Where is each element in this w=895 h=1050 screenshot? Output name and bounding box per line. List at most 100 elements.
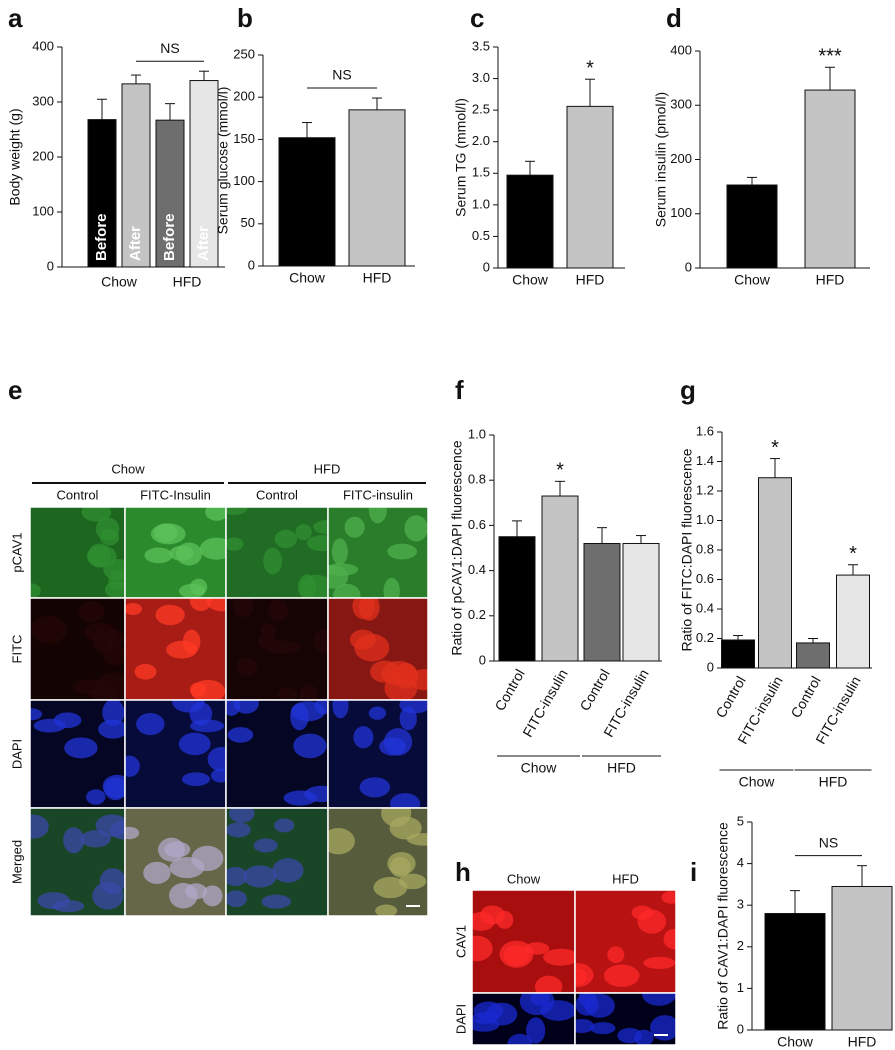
bar [583, 542, 621, 662]
cell [154, 523, 178, 543]
panel-letter: d [666, 3, 682, 33]
y-tick-label: 150 [233, 131, 255, 146]
bar [155, 119, 185, 268]
micrograph [124, 699, 227, 809]
micrograph [124, 807, 227, 917]
significance: *** [818, 46, 842, 68]
row-label: DAPI [453, 1004, 468, 1034]
cell [375, 904, 398, 916]
bar-label: After [195, 226, 212, 261]
micrograph [29, 506, 126, 599]
column-label: Control [256, 487, 298, 502]
bar [796, 642, 830, 669]
cell [575, 962, 594, 988]
cell [125, 755, 140, 777]
cell [78, 601, 105, 623]
micrograph [29, 807, 126, 917]
cell [226, 822, 251, 838]
y-tick-label: 0.2 [696, 630, 714, 645]
cell [182, 629, 201, 654]
x-tick-label: HFD [363, 270, 392, 286]
cell [190, 719, 225, 733]
micrograph-texture [30, 507, 125, 598]
cell [30, 814, 49, 839]
cell [90, 686, 117, 700]
micrograph-border [574, 992, 677, 1046]
panel-letter: e [8, 375, 22, 405]
cell [267, 599, 288, 622]
y-tick-label: 2.5 [472, 102, 490, 117]
y-tick-label: 0 [737, 1021, 744, 1036]
y-tick-label: 200 [32, 148, 54, 163]
y-tick-label: 100 [32, 203, 54, 218]
cell [178, 732, 211, 756]
cell [499, 940, 534, 968]
column-label: HFD [612, 871, 639, 886]
cell [575, 1019, 595, 1034]
bar [721, 639, 755, 669]
y-tick-label: 1.0 [468, 426, 486, 441]
column-label: FITC-insulin [343, 487, 413, 502]
x-tick-label: FITC-insulin [519, 666, 571, 739]
micrograph [225, 597, 329, 701]
significance: * [556, 460, 564, 482]
bar [831, 885, 893, 1031]
row-label: DAPI [9, 739, 24, 769]
micrograph-texture [472, 993, 575, 1045]
micrograph-texture [226, 507, 328, 598]
y-axis-label: Ratio of CAV1:DAPI fluorescence [715, 822, 731, 1030]
cell [534, 975, 563, 993]
cell [381, 660, 417, 686]
cell [328, 828, 355, 855]
cell [328, 563, 359, 576]
x-tick-label: HFD [848, 1034, 877, 1050]
cell [373, 876, 408, 899]
y-axis-label: Ratio of pCAV1:DAPI fluorescence [449, 440, 465, 656]
cell [37, 892, 70, 910]
cell [199, 537, 226, 560]
panel-letter: c [470, 3, 484, 33]
group-label: HFD [607, 760, 636, 776]
cell [63, 827, 85, 854]
y-tick-label: 0 [479, 652, 486, 667]
x-tick-label: HFD [816, 272, 845, 288]
row-label: pCAV1 [9, 532, 24, 572]
bar [189, 80, 219, 268]
cell [352, 598, 376, 620]
y-tick-label: 1.6 [696, 423, 714, 438]
cell [98, 719, 125, 739]
row-label: CAV1 [453, 925, 468, 958]
micrograph-texture [30, 814, 125, 913]
y-axis-label: Serum glucose (mmol/l) [215, 87, 231, 235]
cell [274, 529, 298, 549]
micrograph [124, 597, 227, 701]
column-label: FITC-Insulin [140, 487, 211, 502]
cell [507, 1033, 533, 1045]
y-tick-label: 250 [233, 46, 255, 61]
micrograph [124, 506, 227, 599]
cell [226, 537, 244, 551]
y-tick-label: 300 [32, 93, 54, 108]
micrograph [471, 992, 576, 1046]
y-tick-label: 100 [233, 173, 255, 188]
micrograph [225, 506, 329, 599]
y-tick-label: 100 [670, 205, 692, 220]
cell [353, 726, 374, 749]
cell [189, 682, 207, 697]
x-tick-label: Control [712, 673, 748, 720]
cell [136, 713, 165, 736]
x-tick-label: Control [576, 666, 612, 713]
cell [584, 993, 615, 1018]
cell [383, 577, 400, 598]
cell [331, 538, 348, 565]
y-tick-label: 300 [670, 97, 692, 112]
cell [399, 700, 428, 714]
y-tick-label: 400 [32, 38, 54, 53]
y-tick-label: 0 [47, 258, 54, 273]
cell [226, 890, 247, 908]
cell [95, 814, 125, 837]
cell [661, 891, 676, 904]
cell [202, 885, 223, 907]
cell [277, 687, 298, 700]
cell [306, 535, 328, 552]
